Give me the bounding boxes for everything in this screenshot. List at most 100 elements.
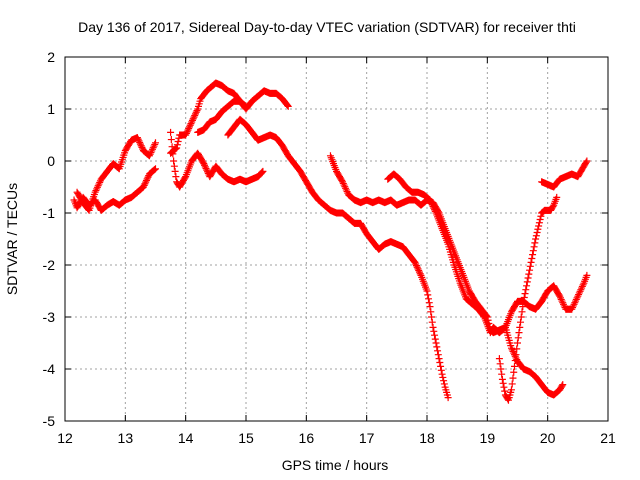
data-point — [501, 387, 509, 395]
data-point — [142, 177, 150, 184]
data-point — [340, 181, 348, 189]
data-point — [500, 383, 508, 391]
data-point — [341, 183, 349, 191]
data-point — [242, 102, 250, 110]
x-tick-labels: 12 13 14 15 16 17 18 19 20 21 — [57, 430, 616, 446]
data-point — [520, 294, 528, 301]
data-point — [517, 313, 525, 321]
data-point — [414, 265, 422, 273]
data-point — [530, 243, 538, 251]
data-point — [342, 186, 350, 194]
data-point — [433, 343, 441, 351]
data-point — [429, 323, 437, 331]
data-point — [147, 149, 155, 157]
data-point — [343, 188, 351, 196]
data-point — [536, 216, 544, 223]
data-point — [412, 262, 420, 270]
data-point — [284, 102, 292, 110]
series-track-j — [538, 157, 591, 191]
data-point — [146, 150, 154, 158]
data-point — [523, 278, 531, 286]
data-point — [496, 360, 504, 368]
data-point — [498, 370, 506, 378]
data-point — [529, 247, 537, 255]
data-point — [428, 201, 436, 209]
data-point — [432, 339, 440, 347]
data-point — [431, 331, 439, 339]
data-point — [182, 129, 190, 137]
data-point — [172, 145, 180, 153]
data-point — [139, 183, 147, 191]
data-point — [428, 318, 436, 326]
data-point — [570, 300, 578, 308]
data-point — [96, 178, 104, 186]
data-point — [143, 175, 151, 183]
y-axis-label: SDTVAR / TECUs — [4, 183, 20, 295]
data-point — [425, 295, 433, 303]
y-tick-label: -1 — [43, 205, 56, 221]
data-point — [533, 229, 541, 236]
data-point — [191, 112, 199, 119]
data-point — [172, 173, 180, 181]
x-tick-label: 18 — [419, 430, 435, 446]
data-point — [516, 323, 524, 331]
data-point — [532, 235, 540, 243]
data-point — [182, 131, 190, 139]
data-point — [510, 362, 518, 370]
grid — [65, 57, 608, 421]
data-point — [497, 365, 505, 373]
data-point — [508, 346, 516, 354]
data-point — [431, 335, 439, 343]
series-track-g — [326, 152, 567, 399]
x-tick-label: 17 — [359, 430, 375, 446]
data-point — [415, 267, 423, 275]
data-point — [430, 204, 438, 212]
data-point — [557, 295, 565, 303]
data-point — [136, 138, 144, 146]
data-point — [431, 207, 439, 215]
data-point — [95, 180, 103, 188]
data-point — [93, 183, 101, 191]
data-point — [508, 380, 516, 388]
data-markers — [70, 79, 591, 404]
data-point — [560, 300, 568, 308]
data-point — [436, 359, 444, 366]
x-tick-label: 15 — [238, 430, 254, 446]
data-point — [526, 266, 534, 274]
data-point — [574, 292, 582, 300]
x-tick-label: 16 — [299, 430, 315, 446]
y-tick-label: 0 — [47, 153, 55, 169]
data-point — [152, 165, 159, 173]
data-point — [141, 180, 149, 188]
data-point — [136, 140, 144, 148]
data-point — [258, 168, 266, 176]
plot-frame — [64, 56, 609, 422]
data-point — [569, 302, 577, 310]
data-point — [583, 271, 591, 279]
data-point — [192, 108, 200, 116]
x-tick-label: 21 — [600, 430, 616, 446]
series-track-a — [70, 165, 159, 214]
data-point — [186, 121, 194, 129]
data-point — [428, 313, 436, 321]
data-point — [424, 291, 432, 299]
data-point — [145, 152, 153, 160]
data-point — [440, 380, 448, 388]
data-point — [428, 199, 436, 207]
data-point — [202, 164, 210, 172]
data-point — [181, 174, 189, 182]
data-point — [509, 374, 517, 382]
data-point — [140, 181, 148, 189]
data-point — [559, 299, 567, 307]
data-point — [200, 160, 208, 168]
data-point — [439, 373, 447, 381]
y-tick-label: -4 — [43, 361, 56, 377]
data-point — [184, 126, 192, 134]
x-tick-label: 14 — [178, 430, 194, 446]
data-point — [416, 270, 424, 278]
data-point — [509, 347, 517, 355]
data-point — [431, 206, 439, 214]
data-point — [201, 161, 209, 169]
data-point — [415, 268, 423, 276]
chart-title: Day 136 of 2017, Sidereal Day-to-day VTE… — [78, 19, 576, 35]
